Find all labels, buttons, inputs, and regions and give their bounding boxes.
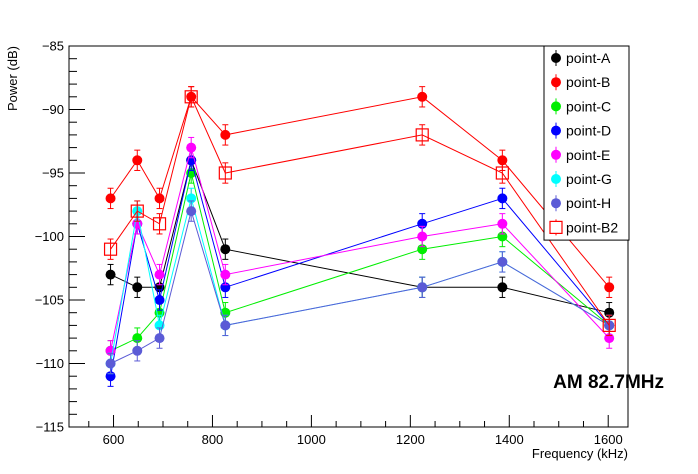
legend-item-point-B: point-B xyxy=(551,74,610,91)
legend-marker xyxy=(551,198,561,209)
legend: point-A point-B point-C point-D point-E point… xyxy=(543,45,630,241)
x-tick-label: 1400 xyxy=(495,432,524,447)
data-point xyxy=(417,282,428,293)
data-point xyxy=(186,142,197,153)
plot-series xyxy=(103,86,616,387)
legend-item-point-E: point-E xyxy=(551,146,610,163)
data-point xyxy=(497,256,508,267)
y-tick-label: −90 xyxy=(42,102,64,117)
data-point xyxy=(154,333,165,344)
legend-label: point-E xyxy=(566,147,610,163)
legend-label: point-B2 xyxy=(566,219,618,235)
data-point xyxy=(220,320,231,331)
x-tick-label: 1200 xyxy=(396,432,425,447)
legend-marker xyxy=(551,53,561,63)
data-point xyxy=(497,218,508,229)
legend-item-point-H: point-H xyxy=(551,195,611,212)
y-tick-label: −110 xyxy=(36,356,64,371)
legend-marker xyxy=(551,149,561,160)
data-point xyxy=(105,269,116,280)
data-point xyxy=(154,269,165,280)
axes: −115 −110 −105 −100 −95 −90 −85 600 800 1000 1200 1… xyxy=(35,39,629,447)
legend-item-point-C: point-C xyxy=(551,98,611,115)
data-point xyxy=(417,91,428,102)
legend-label: point-H xyxy=(566,195,611,211)
data-point xyxy=(132,282,143,293)
data-point xyxy=(220,129,231,140)
data-point xyxy=(184,90,198,104)
legend-item-point-G: point-G xyxy=(551,171,612,187)
series-line xyxy=(110,160,610,377)
data-point xyxy=(604,282,615,293)
series-point-B xyxy=(105,86,615,298)
series-line xyxy=(110,95,610,326)
x-tick-label: 1600 xyxy=(594,432,623,447)
data-point xyxy=(497,282,508,293)
x-tick-label: 1000 xyxy=(297,432,326,447)
y-tick-label: −100 xyxy=(35,229,64,244)
data-point xyxy=(154,295,165,305)
chart-annotation: AM 82.7MHz xyxy=(553,372,664,393)
legend-item-point-D: point-D xyxy=(551,122,611,139)
legend-label: point-B xyxy=(566,74,610,90)
legend-label: point-D xyxy=(566,123,611,139)
data-point xyxy=(105,193,116,204)
legend-marker xyxy=(551,174,561,184)
legend-item-point-B2: point-B2 xyxy=(549,219,618,236)
legend-item-point-A: point-A xyxy=(551,50,611,66)
data-point xyxy=(103,242,118,256)
data-point xyxy=(220,269,231,280)
series-line xyxy=(110,95,610,288)
y-axis-title: Power (dB) xyxy=(5,46,20,111)
y-tick-label: −85 xyxy=(42,39,64,54)
data-point xyxy=(132,155,143,166)
legend-marker xyxy=(551,77,561,88)
legend-label: point-G xyxy=(566,171,612,187)
data-point xyxy=(602,318,616,332)
series-line xyxy=(110,172,610,352)
x-tick-label: 800 xyxy=(202,432,224,447)
y-tick-label: −115 xyxy=(36,420,64,435)
data-point xyxy=(105,358,116,369)
legend-marker xyxy=(551,125,561,136)
data-point xyxy=(130,204,144,218)
x-axis-title: Frequency (kHz) xyxy=(532,446,628,461)
y-tick-label: −95 xyxy=(42,166,64,181)
x-tick-label: 600 xyxy=(103,432,125,447)
data-point xyxy=(218,166,232,180)
data-point xyxy=(415,128,429,142)
data-point xyxy=(220,244,231,255)
data-point xyxy=(495,166,509,180)
data-point xyxy=(132,345,143,356)
series-point-B2 xyxy=(103,86,616,337)
data-point xyxy=(152,217,167,231)
data-point xyxy=(497,193,508,204)
legend-label: point-A xyxy=(566,50,611,66)
data-point xyxy=(417,231,428,242)
data-point xyxy=(154,193,165,204)
legend-marker xyxy=(551,101,561,112)
data-point xyxy=(186,206,197,217)
legend-label: point-C xyxy=(566,98,611,114)
legend-marker xyxy=(549,220,563,234)
y-tick-label: −105 xyxy=(35,293,64,308)
